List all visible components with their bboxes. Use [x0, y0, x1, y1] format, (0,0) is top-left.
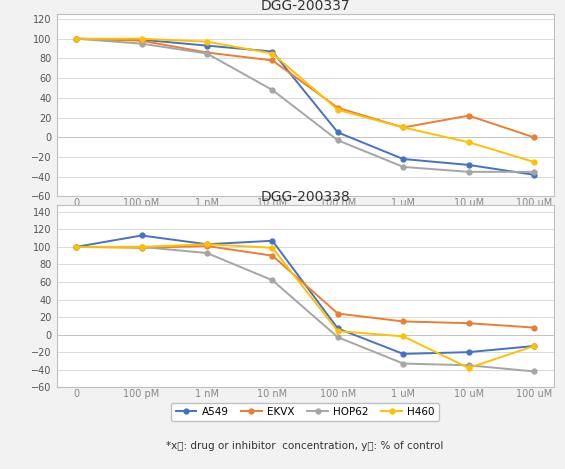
HOP62: [138, 244, 145, 250]
A549: [73, 244, 80, 250]
Line: A549: A549: [73, 233, 537, 356]
H460: [73, 36, 80, 42]
A549: [531, 343, 537, 349]
A549: [269, 49, 276, 54]
EKVX: [138, 38, 145, 44]
HOP62: [400, 164, 407, 170]
HOP62: [269, 277, 276, 283]
EKVX: [334, 105, 341, 111]
A549: [203, 242, 210, 247]
HOP62: [465, 363, 472, 368]
A549: [531, 172, 537, 178]
H460: [465, 365, 472, 371]
H460: [531, 159, 537, 165]
Line: HOP62: HOP62: [73, 36, 537, 174]
EKVX: [203, 50, 210, 55]
EKVX: [269, 253, 276, 258]
Line: A549: A549: [73, 36, 537, 177]
A549: [203, 43, 210, 48]
Line: EKVX: EKVX: [73, 243, 537, 330]
EKVX: [465, 320, 472, 326]
A549: [465, 162, 472, 168]
HOP62: [334, 334, 341, 340]
EKVX: [531, 135, 537, 140]
HOP62: [465, 169, 472, 174]
EKVX: [203, 243, 210, 249]
A549: [73, 36, 80, 42]
EKVX: [269, 58, 276, 63]
H460: [400, 333, 407, 339]
A549: [334, 325, 341, 331]
H460: [334, 328, 341, 334]
A549: [465, 349, 472, 355]
A549: [400, 156, 407, 162]
HOP62: [531, 169, 537, 174]
Line: HOP62: HOP62: [73, 244, 537, 374]
H460: [531, 343, 537, 349]
H460: [138, 244, 145, 250]
H460: [73, 244, 80, 250]
HOP62: [400, 361, 407, 366]
Text: *x축: drug or inhibitor  concentration, y축: % of control: *x축: drug or inhibitor concentration, y축…: [167, 441, 444, 451]
EKVX: [531, 325, 537, 330]
H460: [465, 139, 472, 145]
EKVX: [334, 311, 341, 317]
EKVX: [73, 244, 80, 250]
A549: [400, 351, 407, 357]
Line: H460: H460: [73, 242, 537, 371]
H460: [203, 242, 210, 247]
HOP62: [73, 36, 80, 42]
H460: [269, 245, 276, 250]
A549: [334, 129, 341, 135]
H460: [334, 107, 341, 113]
A549: [269, 238, 276, 243]
EKVX: [138, 245, 145, 250]
H460: [400, 125, 407, 130]
Title: DGG-200337: DGG-200337: [260, 0, 350, 13]
Title: DGG-200338: DGG-200338: [260, 189, 350, 204]
EKVX: [400, 125, 407, 130]
HOP62: [531, 369, 537, 374]
H460: [138, 36, 145, 42]
EKVX: [400, 318, 407, 324]
HOP62: [138, 41, 145, 46]
H460: [203, 39, 210, 45]
HOP62: [203, 250, 210, 256]
Line: EKVX: EKVX: [73, 36, 537, 140]
HOP62: [269, 87, 276, 93]
A549: [138, 233, 145, 238]
A549: [138, 37, 145, 43]
HOP62: [334, 137, 341, 143]
HOP62: [73, 244, 80, 250]
Legend: A549, EKVX, HOP62, H460: A549, EKVX, HOP62, H460: [171, 403, 439, 421]
EKVX: [465, 113, 472, 119]
H460: [269, 51, 276, 56]
Line: H460: H460: [73, 36, 537, 165]
EKVX: [73, 36, 80, 42]
HOP62: [203, 51, 210, 56]
